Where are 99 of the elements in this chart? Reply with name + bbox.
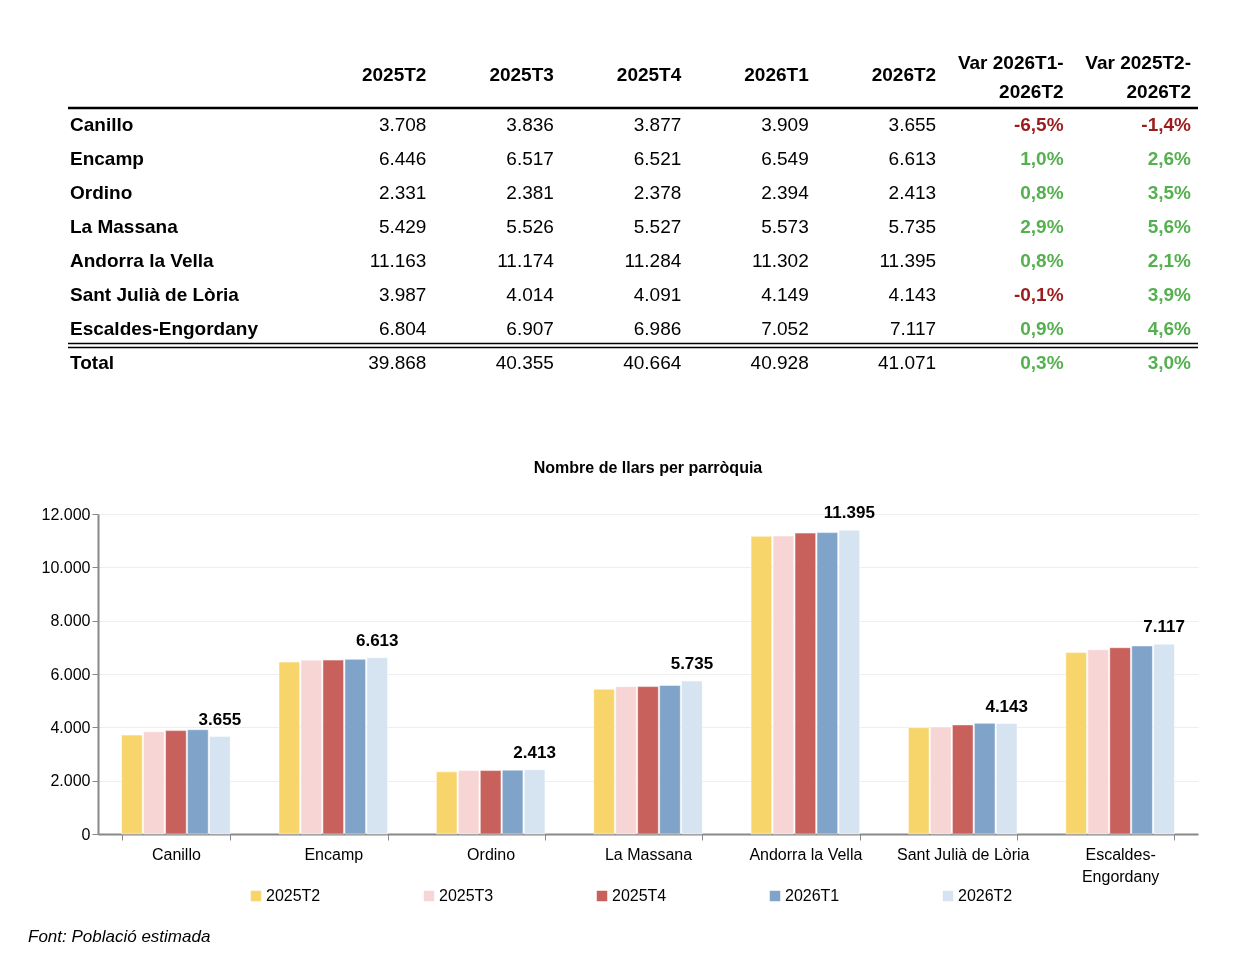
- data-label: 0,8%: [1020, 182, 1064, 203]
- data-label: 11.284: [624, 250, 682, 271]
- data-label: 6.613: [888, 148, 937, 169]
- data-label: 0,9%: [1020, 318, 1064, 339]
- legend-label: 2026T2: [958, 887, 1013, 904]
- data-label: 6.613: [355, 630, 399, 650]
- category-label: Encamp: [70, 148, 144, 169]
- data-label: 3,5%: [1147, 182, 1192, 203]
- category-label: Total: [70, 352, 114, 373]
- y-tick-label: 6.000: [50, 665, 91, 683]
- data-label: 2.331: [378, 182, 427, 203]
- legend-label: 2026T1: [744, 64, 810, 85]
- data-label: 11.395: [879, 250, 937, 271]
- legend-label: 2025T4: [616, 64, 682, 85]
- y-tick-label: 0: [81, 825, 91, 843]
- y-tick-label: 12.000: [41, 505, 91, 523]
- data-label: 6.804: [378, 318, 427, 339]
- data-label: 6.907: [506, 318, 554, 339]
- data-label: 4.149: [761, 284, 809, 305]
- x-tick-label: La Massana: [604, 845, 693, 863]
- data-label: 6.549: [761, 148, 809, 169]
- x-tick-label: Sant Julià de Lòria: [896, 845, 1030, 863]
- data-label: 4.143: [888, 284, 937, 305]
- data-label: 5.735: [888, 216, 937, 237]
- data-label: 7.052: [761, 318, 809, 339]
- category-label: Andorra la Vella: [70, 250, 215, 271]
- data-label: 3.987: [378, 284, 427, 305]
- data-label: 3.909: [761, 114, 809, 135]
- data-label: 11.302: [752, 250, 809, 271]
- x-tick-label: Canillo: [151, 845, 201, 863]
- data-label: 5.527: [633, 216, 682, 237]
- y-tick-label: 2.000: [50, 772, 91, 790]
- category-label: Sant Julià de Lòria: [70, 284, 240, 305]
- data-label: 2.381: [506, 182, 554, 203]
- x-tick-label: Ordino: [467, 845, 516, 863]
- text: Var 2026T1-2026T2: [957, 52, 1064, 102]
- x-tick-label: Encamp: [304, 845, 364, 863]
- data-label: 0,8%: [1020, 250, 1064, 271]
- data-label: 40.355: [495, 352, 554, 373]
- legend-label: 2025T2: [361, 64, 427, 85]
- data-label: 5.526: [506, 216, 554, 237]
- legend-label: 2026T1: [785, 887, 840, 904]
- legend-label: 2025T4: [612, 887, 667, 904]
- x-tick-label: Escaldes-Engordany: [1081, 845, 1160, 885]
- data-label: 1,0%: [1020, 148, 1064, 169]
- data-label: 4.143: [985, 696, 1028, 716]
- data-label: 6.521: [633, 148, 682, 169]
- data-label: 11.174: [497, 250, 555, 271]
- y-tick-label: 10.000: [41, 558, 91, 576]
- data-label: 2.378: [633, 182, 682, 203]
- text: Var 2025T2-2026T2: [1085, 52, 1191, 102]
- data-label: 3,9%: [1147, 284, 1192, 305]
- data-label: 39.868: [368, 352, 427, 373]
- data-label: 6.446: [378, 148, 427, 169]
- chart-title: Nombre de llars per parròquia: [533, 459, 763, 477]
- data-label: 2,6%: [1147, 148, 1192, 169]
- data-label: 6.986: [633, 318, 682, 339]
- data-label: 2,1%: [1147, 250, 1192, 271]
- legend-label: 2026T2: [871, 64, 937, 85]
- data-label: 3.655: [198, 709, 242, 729]
- data-label: 5,6%: [1147, 216, 1192, 237]
- data-label: -0,1%: [1013, 284, 1064, 305]
- data-label: -1,4%: [1141, 114, 1192, 135]
- x-tick-label: Andorra la Vella: [749, 845, 863, 863]
- data-label: 3.836: [506, 114, 554, 135]
- data-label: 4.091: [633, 284, 682, 305]
- data-label: 3.655: [888, 114, 937, 135]
- y-tick-label: 8.000: [50, 612, 91, 630]
- legend-label: 2025T3: [489, 64, 554, 85]
- data-label: 0,3%: [1020, 352, 1064, 373]
- data-label: 2.394: [761, 182, 810, 203]
- data-label: 7.117: [890, 318, 937, 339]
- data-label: 11.163: [369, 250, 427, 271]
- legend-label: 2025T3: [439, 887, 494, 904]
- category-label: La Massana: [70, 216, 179, 237]
- data-label: 11.395: [823, 503, 875, 523]
- category-label: Escaldes-Engordany: [70, 318, 259, 339]
- data-label: 2.413: [513, 742, 556, 762]
- data-label: 41.071: [878, 352, 937, 373]
- y-tick-label: 4.000: [50, 718, 91, 736]
- data-label: 4,6%: [1147, 318, 1192, 339]
- category-label: Canillo: [70, 114, 134, 135]
- data-label: 5.735: [670, 654, 714, 674]
- data-label: 7.117: [1143, 617, 1185, 637]
- data-label: 2.413: [888, 182, 937, 203]
- data-label: 3.877: [633, 114, 682, 135]
- legend-label: 2025T2: [266, 887, 321, 904]
- data-label: 5.573: [761, 216, 809, 237]
- text: Font: Població estimada: [28, 927, 211, 946]
- data-label: 3,0%: [1147, 352, 1192, 373]
- data-label: 3.708: [378, 114, 427, 135]
- category-label: Ordino: [70, 182, 133, 203]
- data-label: 40.664: [623, 352, 682, 373]
- data-label: 6.517: [506, 148, 554, 169]
- data-label: 40.928: [750, 352, 809, 373]
- data-label: 5.429: [378, 216, 427, 237]
- data-label: 4.014: [506, 284, 555, 305]
- data-label: 2,9%: [1020, 216, 1064, 237]
- data-label: -6,5%: [1013, 114, 1064, 135]
